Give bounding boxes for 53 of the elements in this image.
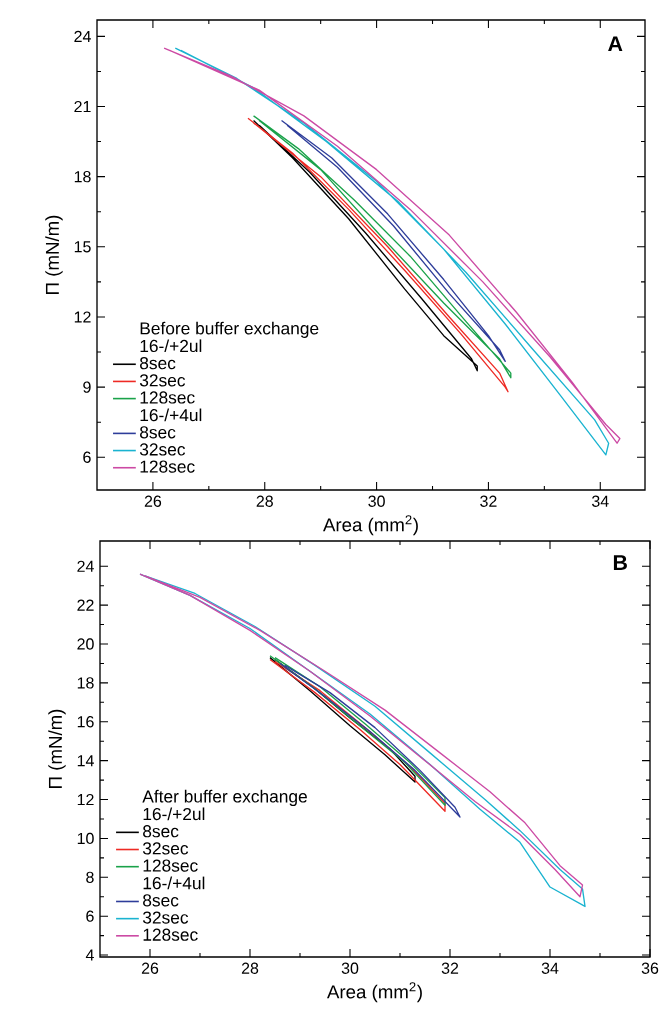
legend-label: 8sec — [143, 825, 179, 838]
legend-label: 8sec — [140, 357, 176, 370]
x-tick-label: 28 — [256, 495, 273, 507]
x-tick-label: 30 — [341, 962, 359, 974]
x-tick-label: 30 — [368, 495, 385, 507]
annotation: 16-/+2ul — [140, 339, 202, 353]
x-tick-label: 34 — [591, 495, 609, 507]
y-tick-label: 22 — [77, 599, 94, 611]
legend-label: 32sec — [139, 374, 186, 387]
legend-label: 32sec — [142, 911, 189, 924]
y-tick-label: 15 — [74, 241, 91, 253]
y-tick-label: 10 — [77, 832, 94, 845]
legend-label: 8sec — [143, 894, 179, 907]
x-tick-label: 26 — [141, 962, 159, 974]
x-tick-label: 34 — [541, 962, 559, 974]
x-axis-title: Area (mm$^{2}$) — [323, 515, 418, 536]
x-tick-label: 36 — [641, 962, 659, 974]
legend-label: 128sec — [143, 928, 198, 941]
annotation: 16-/+4ul — [140, 408, 202, 422]
y-tick-label: 4 — [85, 949, 94, 961]
legend-label: 128sec — [143, 859, 198, 872]
x-tick-label: 28 — [241, 962, 259, 974]
y-tick-label: 9 — [83, 381, 91, 393]
y-tick-label: 6 — [83, 451, 91, 463]
legend-label: 128sec — [140, 391, 195, 404]
y-axis-title: Π (mN/m) — [45, 215, 63, 294]
y-tick-label: 24 — [77, 560, 94, 572]
x-tick-label: 32 — [441, 962, 459, 974]
legend-label: 32sec — [142, 842, 189, 855]
y-tick-label: 12 — [74, 311, 91, 323]
x-axis-title: Area (mm$^{2}$) — [327, 982, 422, 1003]
y-tick-label: 12 — [77, 793, 94, 806]
annotation: 16-/+2ul — [143, 807, 205, 821]
y-tick-label: 6 — [86, 910, 94, 922]
text: A — [608, 36, 623, 52]
y-tick-label: 18 — [77, 677, 94, 689]
legend-title: Before buffer exchange — [140, 321, 319, 338]
legend-label: 128sec — [140, 460, 195, 473]
y-tick-label: 18 — [74, 171, 91, 183]
y-tick-label: 8 — [86, 871, 94, 883]
y-tick-label: 24 — [74, 30, 91, 42]
legend-label: 32sec — [139, 443, 186, 456]
y-tick-label: 16 — [77, 716, 94, 728]
legend-label: 8sec — [140, 426, 176, 439]
annotation: 16-/+4ul — [143, 876, 205, 890]
y-tick-label: 21 — [74, 100, 91, 113]
y-tick-label: 14 — [77, 755, 94, 767]
x-tick-label: 26 — [144, 495, 162, 507]
y-axis-title: Π (mN/m) — [48, 709, 66, 788]
legend-title: After buffer exchange — [142, 789, 307, 806]
x-tick-label: 32 — [480, 495, 497, 507]
text: B — [613, 555, 627, 570]
y-tick-label: 20 — [77, 638, 94, 650]
